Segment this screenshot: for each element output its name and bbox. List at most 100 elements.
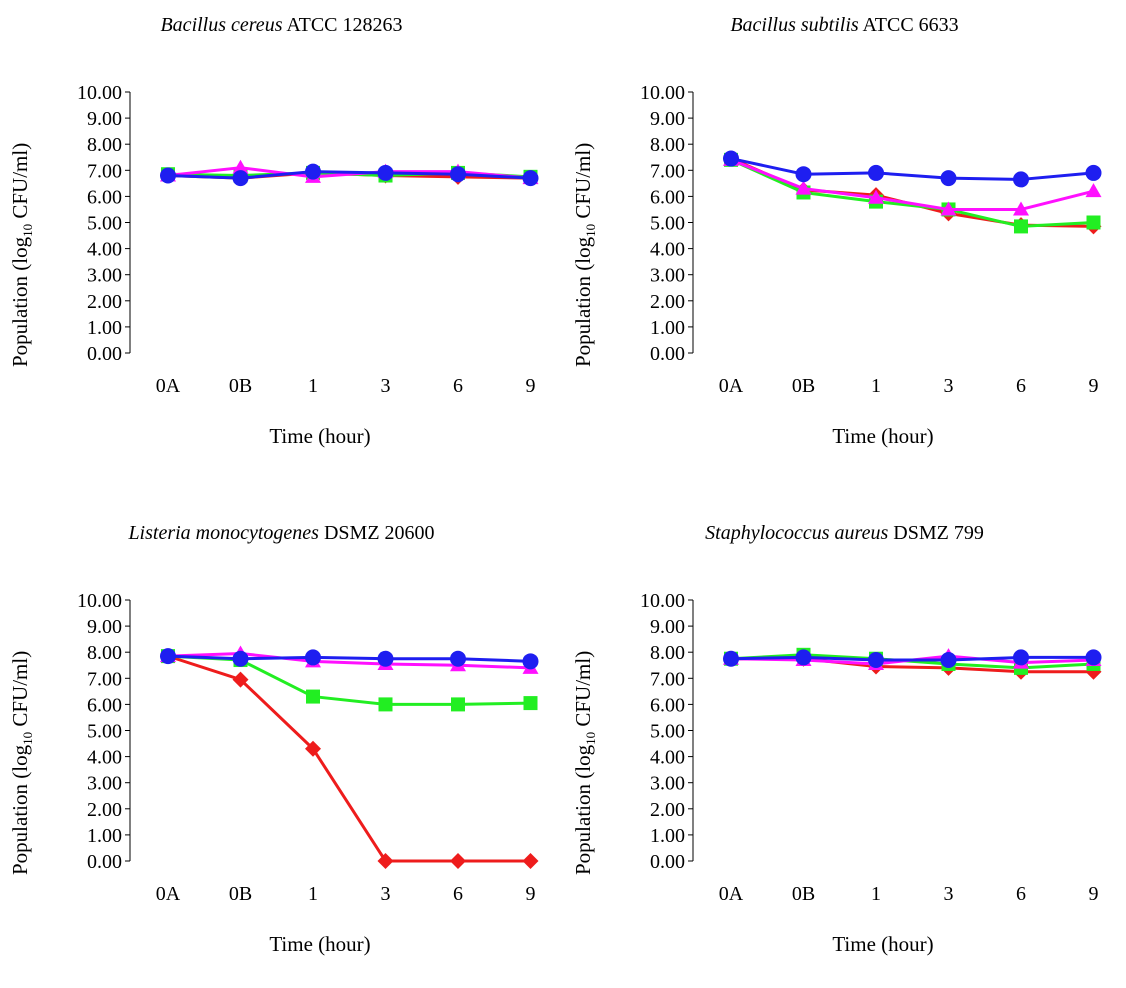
data-point-diamond — [305, 740, 321, 757]
chart-panel-bacillus-subtilis: Bacillus subtilis ATCC 6633 Population (… — [563, 0, 1126, 480]
data-point-triangle — [795, 180, 812, 195]
x-tick-label: 6 — [1016, 375, 1026, 397]
x-tick-label: 9 — [526, 883, 536, 905]
y-tick-label: 1.00 — [650, 317, 685, 339]
data-point-square — [306, 689, 320, 704]
x-axis-label: Time (hour) — [269, 932, 371, 956]
chart-panel-bacillus-cereus: Bacillus cereus ATCC 128263 Population (… — [0, 0, 563, 480]
chart-title-rest: ATCC 128263 — [282, 14, 403, 36]
data-point-diamond — [522, 853, 539, 869]
chart-title: Bacillus subtilis ATCC 6633 — [563, 14, 1126, 37]
x-tick-label: 3 — [381, 883, 391, 905]
data-point-square — [451, 697, 465, 712]
y-tick-label: 8.00 — [87, 642, 122, 664]
y-tick-label: 10.00 — [640, 82, 685, 104]
data-point-circle — [868, 164, 884, 181]
chart-title-italic: Staphylococcus aureus — [705, 522, 889, 544]
chart-title-italic: Bacillus cereus — [160, 14, 283, 36]
y-tick-label: 0.00 — [87, 851, 122, 873]
chart-title: Staphylococcus aureus DSMZ 799 — [563, 522, 1126, 545]
y-tick-label: 2.00 — [87, 799, 122, 821]
series-line — [167, 654, 531, 863]
data-point-circle — [160, 167, 176, 184]
y-tick-label: 7.00 — [650, 668, 685, 690]
y-tick-label: 7.00 — [650, 160, 685, 182]
data-point-circle — [1085, 649, 1102, 666]
x-tick-label: 9 — [526, 375, 536, 397]
series-blue — [160, 163, 539, 187]
data-point-circle — [232, 650, 249, 667]
chart-title-italic: Bacillus subtilis — [730, 14, 859, 36]
data-point-circle — [160, 648, 176, 665]
data-point-circle — [940, 652, 957, 669]
x-tick-label: 3 — [944, 883, 954, 905]
x-tick-label: 0B — [792, 375, 815, 397]
series-line — [730, 158, 1094, 211]
y-tick-label: 8.00 — [87, 134, 122, 156]
data-point-diamond — [450, 853, 466, 869]
series-line — [730, 158, 1094, 228]
data-point-triangle — [1013, 201, 1029, 216]
chart-title: Listeria monocytogenes DSMZ 20600 — [0, 522, 563, 545]
data-point-circle — [1013, 171, 1029, 188]
data-point-triangle — [940, 201, 957, 216]
data-point-square — [1086, 215, 1101, 230]
plot-area: 0.00 1.00 2.00 3.00 4.00 5.00 6.00 7.00 8.00 9.00… — [640, 82, 1102, 397]
data-point-circle — [305, 163, 321, 180]
series-line — [167, 170, 531, 180]
y-tick-label: 5.00 — [87, 721, 122, 743]
data-point-diamond — [377, 853, 394, 869]
series-blue — [723, 649, 1102, 669]
data-point-circle — [450, 166, 466, 183]
data-point-circle — [522, 653, 539, 670]
y-tick-label: 4.00 — [87, 239, 122, 261]
y-tick-label: 4.00 — [87, 747, 122, 769]
y-tick-label: 8.00 — [650, 134, 685, 156]
y-tick-label: 6.00 — [650, 694, 685, 716]
series-line — [167, 166, 531, 180]
y-tick-label: 1.00 — [87, 317, 122, 339]
data-point-circle — [940, 170, 957, 187]
y-tick-label: 6.00 — [87, 186, 122, 208]
y-tick-label: 3.00 — [650, 773, 685, 795]
y-tick-label: 1.00 — [87, 825, 122, 847]
data-point-square — [523, 696, 538, 711]
chart-panel-staphylococcus-aureus: Staphylococcus aureus DSMZ 799 Populatio… — [563, 508, 1126, 988]
y-tick-label: 7.00 — [87, 668, 122, 690]
y-tick-label: 4.00 — [650, 747, 685, 769]
x-tick-label: 1 — [871, 883, 881, 905]
y-tick-label: 9.00 — [650, 108, 685, 130]
y-tick-label: 3.00 — [650, 265, 685, 287]
y-tick-label: 3.00 — [87, 265, 122, 287]
y-tick-label: 10.00 — [640, 590, 685, 612]
x-tick-label: 0A — [719, 883, 744, 905]
y-tick-label: 5.00 — [650, 213, 685, 235]
chart-title: Bacillus cereus ATCC 128263 — [0, 14, 563, 37]
data-point-circle — [723, 650, 739, 667]
y-tick-label: 4.00 — [650, 239, 685, 261]
series-blue — [160, 648, 539, 670]
data-point-square — [378, 697, 393, 712]
series-blue — [723, 150, 1102, 188]
chart-title-italic: Listeria monocytogenes — [128, 522, 319, 544]
y-tick-label: 2.00 — [650, 291, 685, 313]
y-tick-label: 6.00 — [87, 694, 122, 716]
y-tick-label: 2.00 — [650, 799, 685, 821]
data-point-circle — [377, 650, 394, 667]
data-point-diamond — [232, 671, 249, 688]
series-red — [160, 648, 539, 869]
y-tick-label: 9.00 — [87, 616, 122, 638]
series-green — [724, 152, 1101, 234]
series-line — [730, 157, 1094, 181]
y-tick-label: 2.00 — [87, 291, 122, 313]
data-point-circle — [1085, 164, 1102, 181]
x-tick-label: 0A — [719, 375, 744, 397]
series-line — [167, 652, 531, 670]
y-tick-label: 7.00 — [87, 160, 122, 182]
y-tick-label: 8.00 — [650, 642, 685, 664]
y-tick-label: 6.00 — [650, 186, 685, 208]
data-point-circle — [1013, 649, 1029, 666]
series-line — [730, 655, 1094, 662]
data-point-circle — [723, 150, 739, 167]
plot-area: 0.00 1.00 2.00 3.00 4.00 5.00 6.00 7.00 8.00 9.00… — [77, 590, 539, 905]
